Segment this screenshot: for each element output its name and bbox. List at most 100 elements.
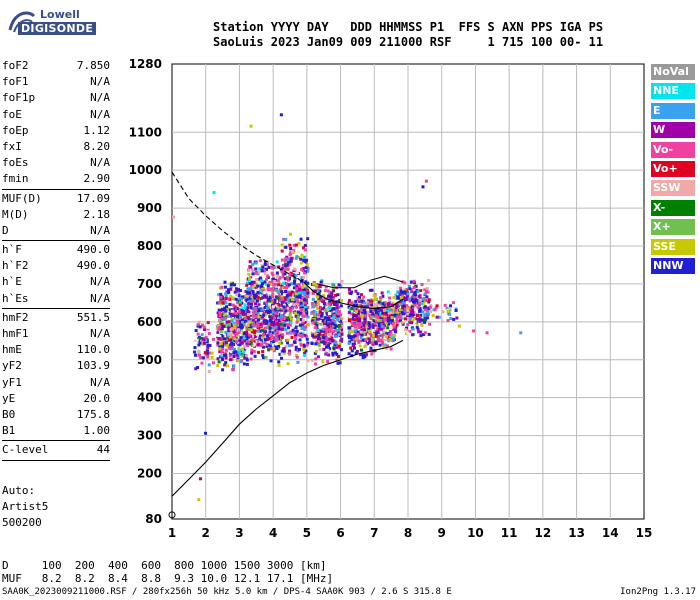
echo-point	[237, 313, 241, 317]
echo-point	[422, 318, 426, 322]
echo-point	[396, 290, 400, 294]
echo-point	[332, 346, 336, 350]
echo-point	[340, 337, 344, 341]
param-value: 490.0	[76, 259, 110, 273]
echo-point	[225, 307, 229, 311]
echo-point	[325, 330, 329, 334]
echo-point	[242, 362, 246, 366]
echo-point	[251, 312, 255, 316]
echo-point	[327, 325, 331, 329]
echo-point	[327, 353, 331, 357]
echo-point	[282, 321, 286, 325]
echo-point	[418, 317, 422, 321]
echo-point	[295, 302, 299, 306]
echo-point-sparse	[198, 477, 202, 481]
echo-point	[327, 344, 331, 348]
echo-point	[219, 342, 223, 346]
echo-point	[206, 325, 210, 329]
echo-point	[217, 300, 221, 304]
legend-item-x: X+	[651, 219, 695, 236]
echo-point	[425, 316, 429, 320]
echo-point	[249, 328, 253, 332]
echo-point	[246, 291, 250, 295]
echo-point	[383, 318, 387, 322]
echo-point	[322, 336, 326, 340]
echo-point	[361, 356, 365, 360]
echo-point	[391, 327, 395, 331]
echo-point	[246, 287, 250, 291]
param-key: foEs	[2, 156, 29, 170]
echo-point	[373, 304, 377, 308]
echo-point	[410, 305, 414, 309]
echo-point	[286, 298, 290, 302]
echo-point	[321, 327, 325, 331]
echo-point	[268, 282, 272, 286]
echo-point	[246, 305, 250, 309]
echo-point	[193, 350, 197, 354]
echo-point	[368, 338, 372, 342]
echo-point	[332, 324, 336, 328]
echo-point	[263, 326, 267, 330]
echo-point	[220, 357, 224, 361]
echo-point	[413, 290, 417, 294]
echo-point	[379, 330, 383, 334]
echo-point	[305, 337, 309, 341]
echo-point	[306, 341, 310, 345]
echo-point	[416, 290, 420, 294]
echo-point	[406, 307, 410, 311]
echo-point	[399, 289, 403, 293]
echo-point	[282, 286, 286, 290]
echo-point	[211, 337, 215, 341]
echo-point	[365, 312, 369, 316]
echo-point	[236, 359, 240, 363]
echo-point	[264, 290, 268, 294]
echo-point	[270, 334, 274, 338]
echo-point	[338, 327, 342, 331]
y-tick-label: 1000	[129, 163, 162, 177]
echo-point	[305, 285, 309, 289]
echo-point	[301, 329, 305, 333]
echo-point	[286, 258, 290, 262]
echo-point	[292, 286, 296, 290]
echo-point	[299, 237, 303, 241]
echo-point	[339, 313, 343, 317]
echo-point	[272, 340, 276, 344]
echo-point	[401, 304, 405, 308]
echo-point	[347, 322, 351, 326]
echo-point	[244, 319, 248, 323]
echo-point	[402, 314, 406, 318]
echo-point	[387, 311, 391, 315]
echo-point	[245, 298, 249, 302]
echo-point	[224, 309, 228, 313]
echo-point	[383, 321, 387, 325]
echo-point	[294, 243, 298, 247]
echo-point	[303, 259, 307, 263]
echo-point	[324, 339, 328, 343]
echo-point	[239, 297, 243, 301]
echo-point	[258, 259, 262, 263]
echo-point	[365, 300, 369, 304]
echo-point	[394, 309, 398, 313]
echo-point	[284, 245, 288, 249]
echo-point	[414, 293, 418, 297]
echo-point	[314, 342, 318, 346]
echo-point	[418, 306, 422, 310]
echo-point	[325, 299, 329, 303]
echo-point	[413, 303, 417, 307]
echo-point	[298, 295, 302, 299]
x-tick-label: 8	[404, 526, 412, 540]
echo-point	[228, 300, 232, 304]
echo-point	[337, 333, 341, 337]
echo-point	[220, 350, 224, 354]
param-value: N/A	[90, 107, 110, 121]
echo-point	[417, 330, 421, 334]
echo-point	[347, 341, 351, 345]
echo-point	[362, 353, 366, 357]
echo-point	[227, 320, 231, 324]
echo-point	[403, 310, 407, 314]
echo-point	[271, 273, 275, 277]
echo-point	[286, 362, 290, 366]
param-separator	[2, 240, 110, 242]
echo-point	[423, 288, 427, 292]
echo-point	[264, 315, 268, 319]
